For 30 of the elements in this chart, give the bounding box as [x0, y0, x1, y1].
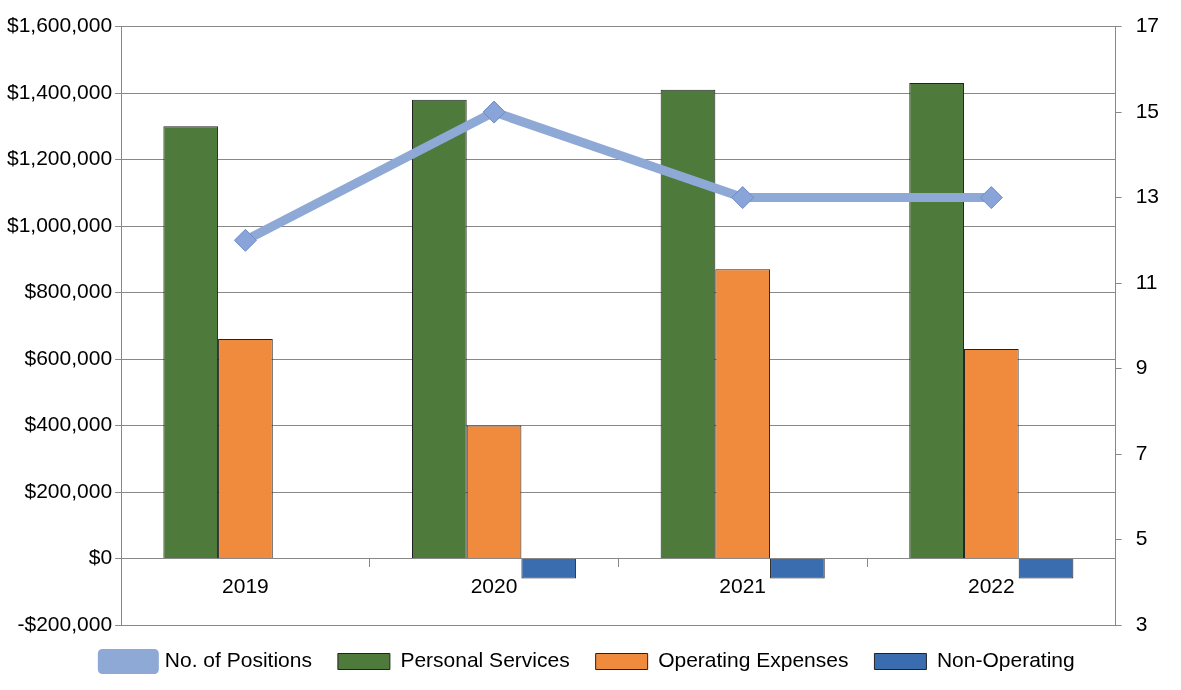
y-tick-label: $1,400,000 [6, 79, 113, 103]
y2-tick-label: 11 [1135, 269, 1158, 293]
y2-tick-label: 13 [1135, 184, 1159, 208]
y-tick-label: $1,200,000 [6, 146, 113, 170]
y-tick-label: $200,000 [24, 478, 113, 502]
y-tick-label: -$200,000 [17, 611, 113, 635]
legend-label: No. of Positions [164, 648, 312, 672]
legend-label: Personal Services [400, 648, 570, 672]
y-tick-label: $800,000 [24, 279, 113, 303]
point [482, 100, 506, 124]
legend-label: Non-Operating [936, 648, 1075, 672]
y-tick-label: $0 [88, 545, 113, 569]
legend-label: Operating Expenses [658, 648, 849, 672]
point [233, 228, 257, 252]
y-tick-label: $1,000,000 [6, 212, 113, 236]
y2-tick-label: 17 [1135, 13, 1159, 37]
point [731, 186, 755, 210]
y2-tick-label: 15 [1135, 98, 1159, 122]
y2-tick-label: 3 [1135, 611, 1148, 635]
y2-tick-label: 5 [1135, 526, 1148, 550]
y-tick-label: $400,000 [24, 412, 113, 436]
x-tick-label: 2022 [967, 573, 1015, 597]
y-tick-label: $600,000 [24, 345, 113, 369]
point [979, 186, 1003, 210]
x-tick-label: 2020 [470, 573, 518, 597]
x-tick-label: 2019 [222, 573, 269, 597]
y2-tick-label: 9 [1135, 355, 1148, 379]
y-tick-label: $1,600,000 [6, 13, 113, 37]
x-tick-label: 2021 [719, 573, 767, 597]
y2-tick-label: 7 [1135, 440, 1148, 464]
